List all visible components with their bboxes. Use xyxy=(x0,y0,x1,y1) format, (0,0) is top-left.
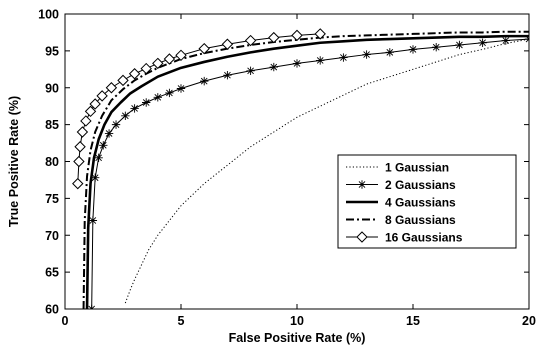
data-point-16-gaussians xyxy=(117,74,129,87)
data-point-16-gaussians xyxy=(80,115,92,127)
data-point-2-gaussians xyxy=(316,56,325,65)
x-tick-label: 0 xyxy=(62,314,69,328)
data-point-2-gaussians xyxy=(455,40,464,50)
data-point-2-gaussians xyxy=(501,36,510,45)
data-point-16-gaussians xyxy=(314,28,326,40)
data-point-2-gaussians xyxy=(246,66,255,75)
legend: 1 Gaussian 2 Gaussians 4 Gaussians 8 Gaussi… xyxy=(337,154,517,249)
data-point-16-gaussians xyxy=(221,38,234,50)
y-tick-label: 85 xyxy=(45,118,59,132)
x-tick-label: 10 xyxy=(290,314,304,328)
data-point-16-gaussians xyxy=(244,34,257,47)
y-axis-label: True Positive Rate (%) xyxy=(7,96,21,227)
data-point-16-gaussians xyxy=(128,68,141,80)
data-point-2-gaussians xyxy=(90,173,100,182)
data-point-2-gaussians xyxy=(142,98,151,107)
data-point-16-gaussians xyxy=(163,53,176,65)
legend-label-8-gaussians: 8 Gaussians xyxy=(385,213,456,227)
axes-layer: 0 5 10 15 20 60 65 70 75 80 85 90 95 100 xyxy=(38,8,536,329)
data-point-2-gaussians xyxy=(88,216,98,225)
data-point-16-gaussians xyxy=(89,98,101,110)
legend-label-2-gaussians: 2 Gaussians xyxy=(385,178,456,192)
data-point-16-gaussians xyxy=(268,31,280,44)
data-point-2-gaussians xyxy=(269,62,278,72)
x-tick-label: 5 xyxy=(178,314,185,328)
legend-marker-16-gaussians xyxy=(356,231,368,243)
y-tick-label: 80 xyxy=(45,155,59,169)
data-point-2-gaussians xyxy=(94,153,103,163)
data-point-2-gaussians xyxy=(121,111,130,120)
y-tick-label: 70 xyxy=(45,229,59,243)
data-point-16-gaussians xyxy=(198,42,210,55)
data-point-16-gaussians xyxy=(74,141,86,153)
data-point-2-gaussians xyxy=(432,42,441,52)
data-point-2-gaussians xyxy=(104,129,114,138)
y-tick-label: 95 xyxy=(45,44,59,58)
data-point-16-gaussians xyxy=(96,90,108,102)
data-point-16-gaussians xyxy=(84,105,97,118)
data-point-2-gaussians xyxy=(111,120,121,129)
data-point-2-gaussians xyxy=(223,71,232,80)
series-line-2-gaussians xyxy=(91,38,529,309)
x-tick-label: 20 xyxy=(522,314,536,328)
data-point-2-gaussians xyxy=(176,84,186,93)
data-point-2-gaussians xyxy=(408,45,418,54)
y-tick-label: 90 xyxy=(45,81,59,95)
y-tick-label: 60 xyxy=(45,303,59,317)
legend-label-4-gaussians: 4 Gaussians xyxy=(385,196,456,210)
data-point-2-gaussians xyxy=(478,38,487,47)
plot-layer xyxy=(72,28,529,309)
data-point-16-gaussians xyxy=(105,82,118,94)
series-line-1-gaussian xyxy=(124,38,529,304)
data-point-2-gaussians xyxy=(200,76,209,86)
data-point-16-gaussians xyxy=(291,29,303,42)
data-point-2-gaussians xyxy=(362,50,371,59)
x-tick-label: 15 xyxy=(406,314,420,328)
x-axis-label: False Positive Rate (%) xyxy=(229,331,366,345)
y-tick-label: 65 xyxy=(45,266,59,280)
data-point-16-gaussians xyxy=(72,177,84,190)
data-point-2-gaussians xyxy=(99,141,108,150)
data-point-16-gaussians xyxy=(76,126,89,138)
data-point-16-gaussians xyxy=(175,49,187,62)
data-point-2-gaussians xyxy=(292,59,302,68)
legend-label-16-gaussians: 16 Gaussians xyxy=(385,231,463,245)
data-point-16-gaussians xyxy=(152,57,164,70)
y-tick-label: 75 xyxy=(45,192,59,206)
data-point-16-gaussians xyxy=(140,62,152,75)
data-point-2-gaussians xyxy=(165,88,174,98)
data-point-2-gaussians xyxy=(153,93,162,102)
series-line-4-gaussians xyxy=(85,34,529,309)
data-point-16-gaussians xyxy=(73,155,85,168)
data-point-2-gaussians xyxy=(385,48,394,57)
legend-label-1-gaussian: 1 Gaussian xyxy=(385,161,449,175)
legend-marker-2-gaussians xyxy=(357,180,367,189)
y-tick-label: 100 xyxy=(38,8,59,22)
data-point-2-gaussians xyxy=(130,104,139,113)
data-point-2-gaussians xyxy=(339,53,348,62)
